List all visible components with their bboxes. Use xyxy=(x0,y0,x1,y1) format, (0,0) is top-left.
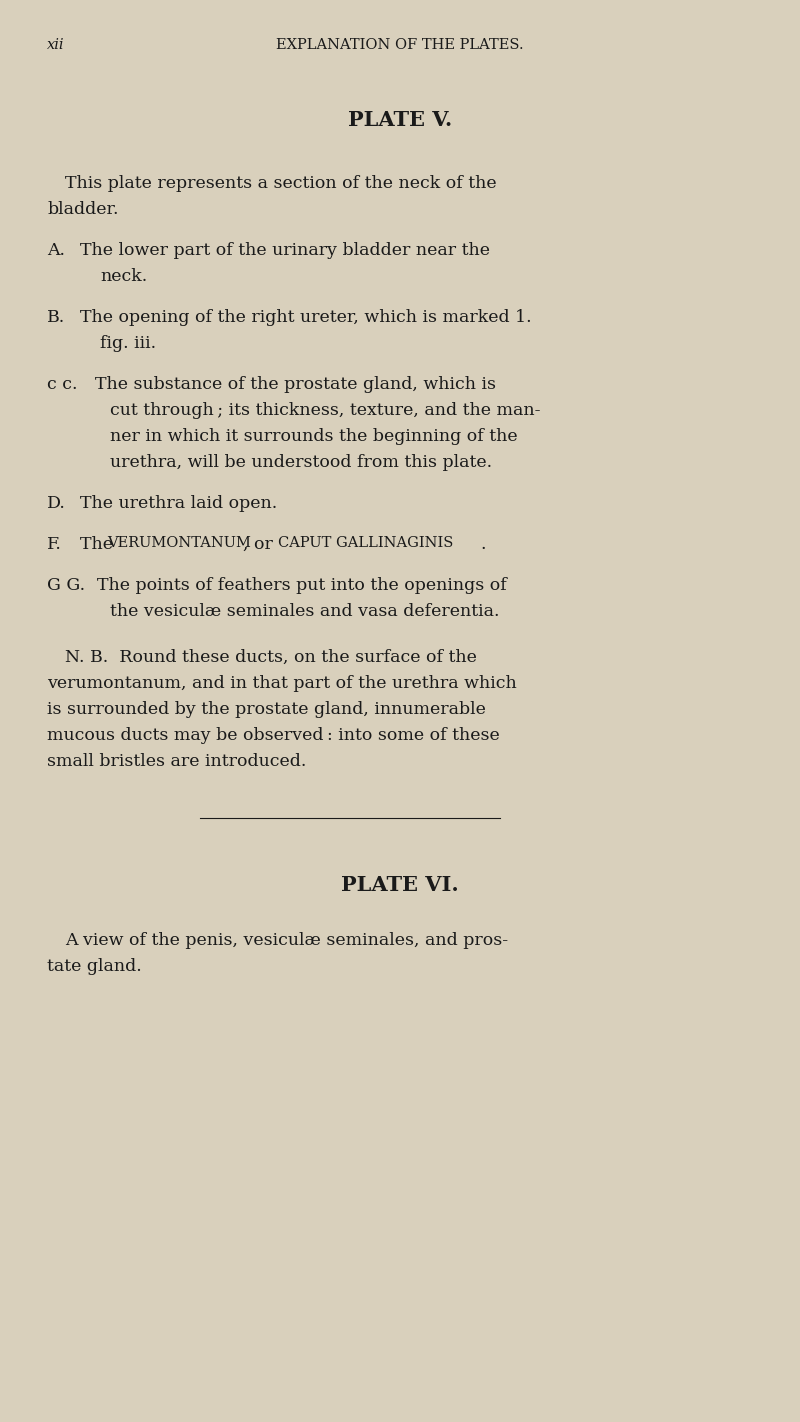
Text: N. B.  Round these ducts, on the surface of the: N. B. Round these ducts, on the surface … xyxy=(65,648,477,665)
Text: xii: xii xyxy=(47,38,65,53)
Text: A.: A. xyxy=(47,242,65,259)
Text: D.: D. xyxy=(47,495,66,512)
Text: fig. iii.: fig. iii. xyxy=(100,336,156,353)
Text: urethra, will be understood from this plate.: urethra, will be understood from this pl… xyxy=(110,454,492,471)
Text: cut through ; its thickness, texture, and the man-: cut through ; its thickness, texture, an… xyxy=(110,402,541,419)
Text: verumontanum, and in that part of the urethra which: verumontanum, and in that part of the ur… xyxy=(47,675,517,693)
Text: F.: F. xyxy=(47,536,62,553)
Text: tate gland.: tate gland. xyxy=(47,958,142,975)
Text: A view of the penis, vesiculæ seminales, and pros-: A view of the penis, vesiculæ seminales,… xyxy=(65,931,508,948)
Text: B.: B. xyxy=(47,309,66,326)
Text: , or: , or xyxy=(243,536,278,553)
Text: This plate represents a section of the neck of the: This plate represents a section of the n… xyxy=(65,175,497,192)
Text: bladder.: bladder. xyxy=(47,201,118,218)
Text: The opening of the right ureter, which is marked 1.: The opening of the right ureter, which i… xyxy=(80,309,532,326)
Text: PLATE V.: PLATE V. xyxy=(348,109,452,129)
Text: c c.: c c. xyxy=(47,375,78,392)
Text: The: The xyxy=(80,536,118,553)
Text: The lower part of the urinary bladder near the: The lower part of the urinary bladder ne… xyxy=(80,242,490,259)
Text: VERUMONTANUM: VERUMONTANUM xyxy=(107,536,251,550)
Text: G G.: G G. xyxy=(47,577,85,594)
Text: neck.: neck. xyxy=(100,267,147,284)
Text: The substance of the prostate gland, which is: The substance of the prostate gland, whi… xyxy=(95,375,496,392)
Text: ner in which it surrounds the beginning of the: ner in which it surrounds the beginning … xyxy=(110,428,518,445)
Text: is surrounded by the prostate gland, innumerable: is surrounded by the prostate gland, inn… xyxy=(47,701,486,718)
Text: The points of feathers put into the openings of: The points of feathers put into the open… xyxy=(97,577,506,594)
Text: the vesiculæ seminales and vasa deferentia.: the vesiculæ seminales and vasa deferent… xyxy=(110,603,499,620)
Text: .: . xyxy=(480,536,486,553)
Text: small bristles are introduced.: small bristles are introduced. xyxy=(47,754,306,769)
Text: The urethra laid open.: The urethra laid open. xyxy=(80,495,278,512)
Text: EXPLANATION OF THE PLATES.: EXPLANATION OF THE PLATES. xyxy=(276,38,524,53)
Text: mucous ducts may be observed : into some of these: mucous ducts may be observed : into some… xyxy=(47,727,500,744)
Text: PLATE VI.: PLATE VI. xyxy=(341,875,459,894)
Text: CAPUT GALLINAGINIS: CAPUT GALLINAGINIS xyxy=(278,536,454,550)
